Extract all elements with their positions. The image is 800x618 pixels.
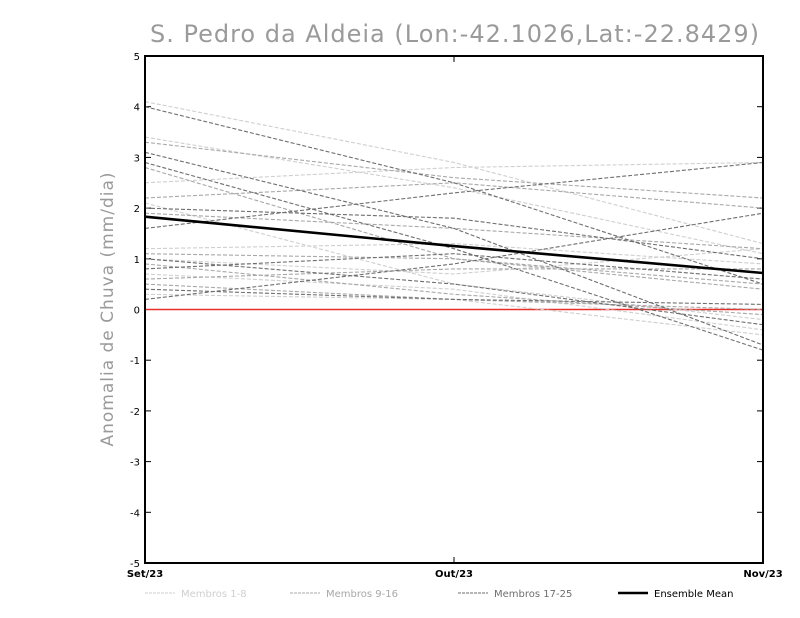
y-tick-label: 2 — [134, 204, 140, 215]
member-series-line — [144, 248, 764, 275]
member-series-line — [144, 253, 764, 290]
y-axis-label: Anomalia de Chuva (mm/dia) — [98, 171, 118, 446]
member-series-line — [144, 151, 764, 346]
plot-frame — [144, 55, 764, 564]
ensemble-mean-line — [144, 215, 764, 275]
member-series-line — [144, 268, 763, 280]
y-tick-label: -5 — [130, 559, 140, 570]
y-tick-label: 1 — [134, 255, 140, 266]
member-series-line — [144, 258, 764, 326]
member-series-line — [144, 161, 764, 351]
x-tick-label: Nov/23 — [743, 569, 782, 580]
y-tick-label: -1 — [130, 356, 140, 367]
y-tick-label: -3 — [130, 458, 140, 469]
member-series-line — [144, 101, 764, 245]
member-series-line — [144, 293, 764, 336]
x-tick-label: Out/23 — [435, 569, 473, 580]
legend-label: Membros 1-8 — [181, 589, 247, 600]
member-series-line — [144, 212, 764, 300]
member-series-line — [144, 243, 764, 265]
y-tick-label: 5 — [134, 52, 140, 63]
chart-title: S. Pedro da Aldeia (Lon:-42.1026,Lat:-22… — [150, 20, 760, 48]
member-series-line — [144, 288, 764, 305]
legend-label: Membros 9-16 — [326, 589, 398, 600]
y-tick-label: 3 — [134, 153, 140, 164]
member-series-line — [144, 106, 764, 285]
y-tick-label: -4 — [130, 508, 140, 519]
y-tick-label: -2 — [130, 407, 140, 418]
legend: Membros 1-8 Membros 9-16 Membros 17-25 Ense… — [145, 589, 733, 600]
y-tick-label: 0 — [134, 306, 140, 317]
member-series-line — [144, 166, 764, 285]
member-series-line — [144, 161, 764, 229]
member-series-line — [144, 161, 764, 184]
member-series-line — [144, 202, 764, 321]
x-tick-label: Set/23 — [127, 569, 163, 580]
member-series-line — [144, 263, 764, 316]
member-series-line — [144, 283, 764, 311]
member-series-line — [144, 141, 764, 199]
legend-label: Membros 17-25 — [494, 589, 572, 600]
y-tick-label: 4 — [134, 103, 140, 114]
legend-label: Ensemble Mean — [654, 589, 733, 600]
member-series-line — [144, 273, 764, 331]
member-series-line — [144, 253, 764, 280]
member-series-line — [144, 207, 764, 260]
